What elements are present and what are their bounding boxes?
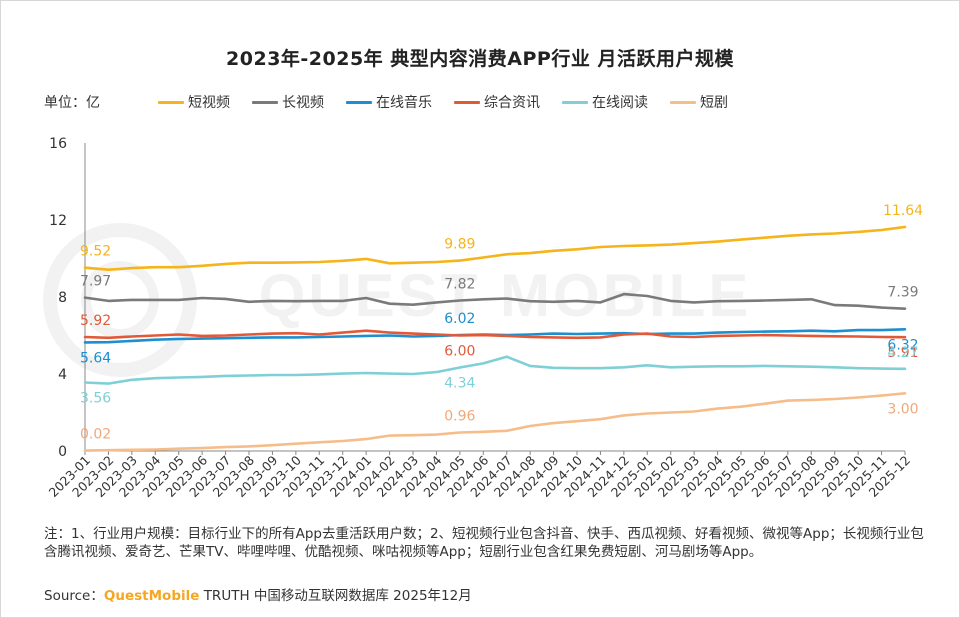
legend: 短视频 长视频 在线音乐 综合资讯 在线阅读 短剧 <box>158 92 750 112</box>
legend-item: 长视频 <box>252 92 324 112</box>
source-prefix: Source： <box>44 588 104 604</box>
series-line <box>83 355 907 385</box>
source-brand: QuestMobile <box>103 588 200 604</box>
data-label: 3.00 <box>887 401 918 417</box>
data-label: 7.39 <box>887 285 918 301</box>
source-suffix: TRUTH 中国移动互联网数据库 2025年12月 <box>203 588 472 604</box>
legend-item: 在线阅读 <box>562 92 648 112</box>
series-line <box>83 225 907 272</box>
legend-swatch <box>346 100 372 104</box>
y-tick-label: 16 <box>49 136 67 152</box>
legend-item: 综合资讯 <box>454 92 540 112</box>
legend-swatch <box>158 100 184 104</box>
legend-swatch <box>252 100 278 104</box>
source-line: Source：QuestMobile TRUTH 中国移动互联网数据库 2025… <box>44 584 472 604</box>
y-tick-label: 0 <box>58 444 67 460</box>
data-label: 5.91 <box>887 345 918 361</box>
series-line <box>83 391 907 452</box>
data-label: 7.97 <box>80 274 111 290</box>
data-label: 4.27 <box>887 345 918 361</box>
data-label: 7.82 <box>444 276 475 292</box>
legend-item: 短视频 <box>158 92 230 112</box>
chart-title: 2023年-2025年 典型内容消费APP行业 月活跃用户规模 <box>226 48 734 70</box>
watermark: QUEST MOBILE <box>259 262 752 329</box>
data-label: 6.00 <box>444 344 475 360</box>
legend-label: 综合资讯 <box>484 95 540 111</box>
legend-item: 在线音乐 <box>346 92 432 112</box>
legend-swatch <box>670 100 696 104</box>
series-line <box>83 329 907 340</box>
legend-label: 短视频 <box>188 95 230 111</box>
unit-label: 单位：亿 <box>44 95 100 111</box>
footnote: 注：1、行业用户规模：目标行业下的所有App去重活跃用户数；2、短视频行业包含抖… <box>44 526 924 560</box>
legend-item: 短剧 <box>670 92 728 112</box>
legend-label: 在线音乐 <box>376 95 432 111</box>
data-label: 5.64 <box>80 350 111 366</box>
legend-label: 在线阅读 <box>592 95 648 111</box>
data-label: 0.02 <box>80 427 111 443</box>
data-label: 3.56 <box>80 390 111 406</box>
data-label: 9.52 <box>80 244 111 260</box>
data-label: 6.32 <box>887 337 918 353</box>
y-tick-label: 8 <box>58 290 67 306</box>
legend-swatch <box>562 100 588 104</box>
y-tick-label: 4 <box>58 367 67 383</box>
data-label: 9.89 <box>444 237 475 253</box>
legend-label: 长视频 <box>282 95 324 111</box>
series-line <box>83 292 907 311</box>
y-tick-label: 12 <box>49 213 67 229</box>
data-label: 11.64 <box>883 203 923 219</box>
data-label: 0.96 <box>444 409 475 425</box>
data-label: 5.92 <box>80 313 111 329</box>
legend-swatch <box>454 100 480 104</box>
data-label: 6.02 <box>444 311 475 327</box>
legend-label: 短剧 <box>700 95 728 111</box>
data-label: 4.34 <box>444 375 475 391</box>
